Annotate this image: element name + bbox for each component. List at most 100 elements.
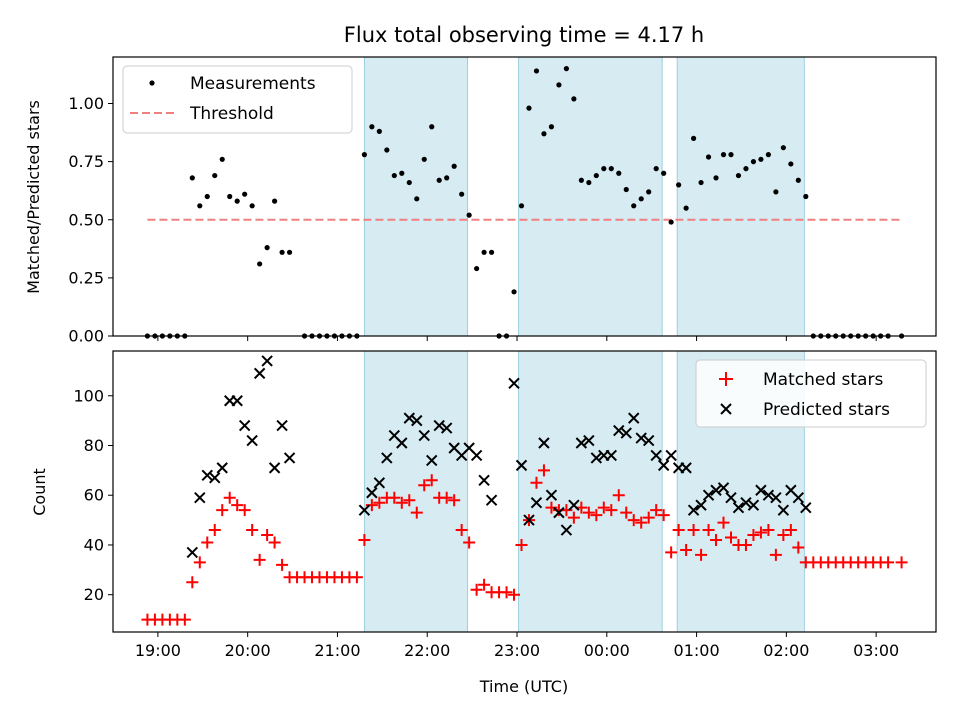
- measurement-point: [391, 172, 397, 179]
- matched-star-point: [769, 548, 782, 561]
- predicted-star-point: [433, 419, 445, 432]
- x-tick-label: 03:00: [853, 641, 899, 660]
- measurement-point: [690, 135, 697, 141]
- measurement-point: [533, 68, 540, 74]
- matched-star-point: [739, 538, 752, 551]
- measurement-point: [272, 198, 278, 204]
- matched-star-point: [882, 556, 895, 569]
- matched-star-point: [665, 546, 678, 559]
- predicted-star-point: [613, 424, 625, 437]
- matched-star-point: [403, 494, 416, 507]
- measurement-point: [676, 182, 682, 188]
- matched-star-point: [246, 524, 259, 537]
- matched-star-point: [747, 529, 760, 542]
- bottom-y-tick-label: 100: [73, 386, 104, 405]
- bottom-x-ticks: 19:00 20:00 21:00 22:00 23:00 00:00 01:00 02:00…: [135, 632, 899, 660]
- measurement-point: [631, 203, 637, 209]
- matched-star-point: [216, 504, 229, 517]
- matched-star-point: [268, 536, 281, 549]
- predicted-star-point: [695, 499, 707, 511]
- predicted-star-point: [418, 429, 430, 442]
- legend-measurements-label: Measurements: [190, 74, 316, 94]
- matched-star-point: [717, 516, 730, 529]
- measurement-point: [758, 156, 764, 162]
- measurement-point: [488, 249, 495, 255]
- measurement-point: [795, 177, 801, 183]
- predicted-star-point: [530, 496, 543, 509]
- bottom-legend: Matched stars Predicted stars: [695, 359, 927, 428]
- predicted-star-point: [740, 496, 752, 509]
- predicted-star-point: [246, 434, 258, 447]
- predicted-star-point: [650, 449, 662, 462]
- measurement-point: [406, 179, 412, 186]
- measurement-point: [436, 177, 442, 183]
- measurement-point: [773, 189, 779, 195]
- measurement-point: [788, 161, 794, 167]
- measurement-point: [743, 166, 749, 172]
- measurement-point: [466, 212, 472, 218]
- measurement-point: [257, 261, 263, 267]
- predicted-star-point: [194, 492, 206, 504]
- measurement-point: [511, 289, 517, 295]
- predicted-star-point: [710, 484, 722, 496]
- top-y-ticks: 0.00 0.25 0.50 0.75 1.00: [68, 94, 113, 346]
- matched-star-point: [762, 524, 775, 537]
- predicted-star-point: [238, 419, 251, 432]
- matched-star-point: [388, 491, 401, 504]
- predicted-star-point: [358, 504, 371, 516]
- x-tick-label: 22:00: [404, 641, 450, 660]
- matched-star-point: [448, 494, 461, 507]
- measurement-point: [750, 159, 757, 165]
- matched-star-point: [672, 524, 685, 537]
- legend-threshold-label: Threshold: [189, 104, 274, 124]
- bottom-legend-box: [695, 359, 927, 428]
- measurement-point: [735, 172, 742, 179]
- measurement-point: [548, 124, 555, 130]
- bottom-y-axis-label: Count: [30, 468, 49, 516]
- predicted-star-point: [755, 484, 767, 496]
- top-shaded-interval: [518, 56, 663, 337]
- matched-star-point: [238, 504, 251, 517]
- legend-predicted-label: Predicted stars: [763, 400, 890, 420]
- matched-star-point: [223, 491, 236, 504]
- measurement-point: [361, 152, 367, 158]
- bottom-marks: [141, 355, 908, 626]
- top-legend-box: [122, 65, 353, 134]
- measurement-point: [653, 166, 659, 172]
- predicted-star-point: [590, 452, 603, 464]
- predicted-star-point: [732, 501, 745, 514]
- top-marks: [144, 66, 905, 339]
- predicted-star-point: [792, 492, 805, 504]
- predicted-star-point: [665, 449, 677, 462]
- matched-star-point: [515, 538, 528, 551]
- predicted-star-point: [209, 472, 221, 484]
- matched-star-point: [350, 571, 363, 584]
- top-shaded-intervals: [363, 56, 805, 337]
- measurement-point: [242, 191, 248, 197]
- bottom-y-tick-label: 80: [84, 436, 104, 455]
- bottom-shaded-interval: [518, 350, 663, 633]
- legend-matched-label: Matched stars: [763, 370, 883, 390]
- predicted-star-point: [485, 494, 498, 506]
- x-tick-label: 23:00: [494, 641, 540, 660]
- matched-star-point: [635, 516, 648, 529]
- predicted-star-point: [657, 459, 670, 472]
- measurement-point: [369, 124, 375, 130]
- predicted-star-point: [605, 449, 617, 462]
- bottom-y-tick-label: 20: [84, 585, 104, 604]
- matched-star-point: [792, 541, 805, 554]
- top-y-tick-label: 0.75: [68, 152, 104, 171]
- top-x-ticks: [157, 336, 877, 341]
- predicted-star-point: [680, 462, 692, 474]
- matched-star-point: [253, 553, 266, 566]
- matched-star-point: [724, 531, 737, 544]
- top-panel: 0.00 0.25 0.50 0.75 1.00 Matched/Predicted s…: [24, 56, 937, 346]
- x-tick-label: 20:00: [225, 641, 271, 660]
- measurement-point: [616, 170, 622, 176]
- predicted-star-point: [620, 427, 632, 439]
- predicted-star-point: [702, 489, 715, 501]
- measurement-point: [728, 152, 734, 158]
- measurement-point: [571, 96, 577, 102]
- top-y-tick-label: 0.25: [68, 268, 104, 287]
- measurement-point: [481, 249, 487, 255]
